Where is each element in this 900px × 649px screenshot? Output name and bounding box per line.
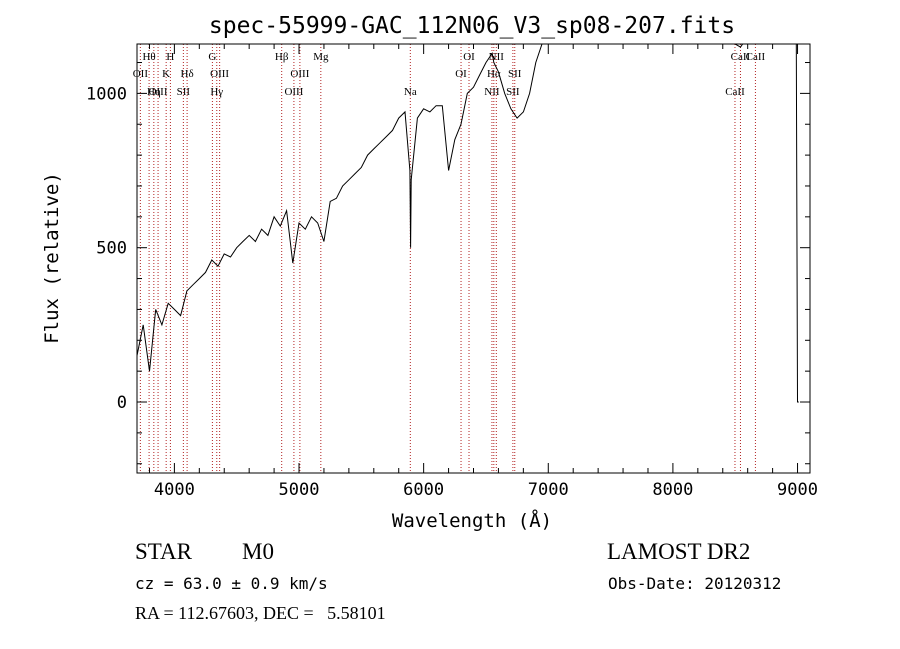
y-tick-label: 1000	[86, 84, 127, 104]
line-label: SII	[506, 86, 520, 98]
y-tick-label: 0	[117, 393, 127, 413]
object-subclass: M0	[242, 539, 274, 564]
line-label: OIII	[290, 68, 309, 80]
y-axis-label: Flux (relative)	[41, 172, 63, 344]
line-label: Hβ	[275, 51, 289, 63]
sky-coordinates: RA = 112.67603, DEC = 5.58101	[135, 603, 386, 623]
x-axis-label: Wavelength (Å)	[392, 509, 552, 532]
y-axis-ticks: 0 500 1000	[86, 62, 810, 465]
line-label: CaII	[731, 51, 751, 63]
x-tick-label: 4000	[154, 480, 195, 500]
object-class: STAR	[135, 539, 192, 564]
x-tick-label: 5000	[279, 480, 320, 500]
x-tick-label: 9000	[777, 480, 818, 500]
line-label: NII	[489, 51, 505, 63]
line-label: CaII	[746, 51, 766, 63]
line-label: OI	[455, 68, 467, 80]
plot-frame	[136, 43, 811, 474]
line-label: K	[162, 68, 170, 80]
line-label: H	[166, 51, 174, 63]
line-label: Hθ	[142, 51, 155, 63]
redshift-velocity: cz = 63.0 ± 0.9 km/s	[135, 574, 328, 593]
line-label: OIII	[149, 86, 168, 98]
line-label: SII	[177, 86, 191, 98]
line-label: OIII	[210, 68, 229, 80]
x-tick-label: 6000	[403, 480, 444, 500]
spectral-line-markers	[139, 44, 756, 473]
line-label: G	[208, 51, 216, 63]
line-label: SII	[508, 68, 522, 80]
line-label: Hη	[147, 86, 161, 98]
line-label: NII	[484, 86, 500, 98]
line-label: OI	[463, 51, 475, 63]
y-tick-label: 500	[96, 239, 127, 259]
line-label: Hδ	[181, 68, 194, 80]
x-tick-label: 7000	[528, 480, 569, 500]
survey-name: LAMOST DR2	[607, 539, 751, 564]
observation-date: Obs-Date: 20120312	[608, 574, 782, 593]
chart-title: spec-55999-GAC_112N06_V3_sp08-207.fits	[209, 13, 735, 39]
x-tick-label: 8000	[652, 480, 693, 500]
line-label: Mg	[313, 51, 329, 63]
line-label: OIII	[284, 86, 303, 98]
line-label: Hγ	[210, 86, 223, 98]
spectrum-line	[136, 43, 799, 403]
line-label: OII	[133, 68, 149, 80]
x-axis-ticks: 4000 5000 6000 7000 8000 9000	[148, 44, 818, 500]
line-label: Hα	[487, 68, 501, 80]
line-label: CaII	[725, 86, 745, 98]
line-label: Na	[404, 86, 417, 98]
